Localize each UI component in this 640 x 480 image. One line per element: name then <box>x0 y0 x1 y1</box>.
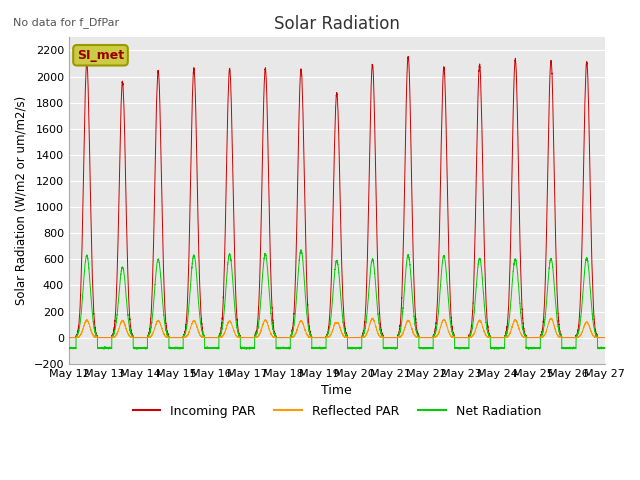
X-axis label: Time: Time <box>321 384 352 397</box>
Y-axis label: Solar Radiation (W/m2 or um/m2/s): Solar Radiation (W/m2 or um/m2/s) <box>15 96 28 305</box>
Title: Solar Radiation: Solar Radiation <box>274 15 399 33</box>
Legend: Incoming PAR, Reflected PAR, Net Radiation: Incoming PAR, Reflected PAR, Net Radiati… <box>127 400 546 423</box>
Text: SI_met: SI_met <box>77 49 124 62</box>
Text: No data for f_DfPar: No data for f_DfPar <box>13 17 119 28</box>
